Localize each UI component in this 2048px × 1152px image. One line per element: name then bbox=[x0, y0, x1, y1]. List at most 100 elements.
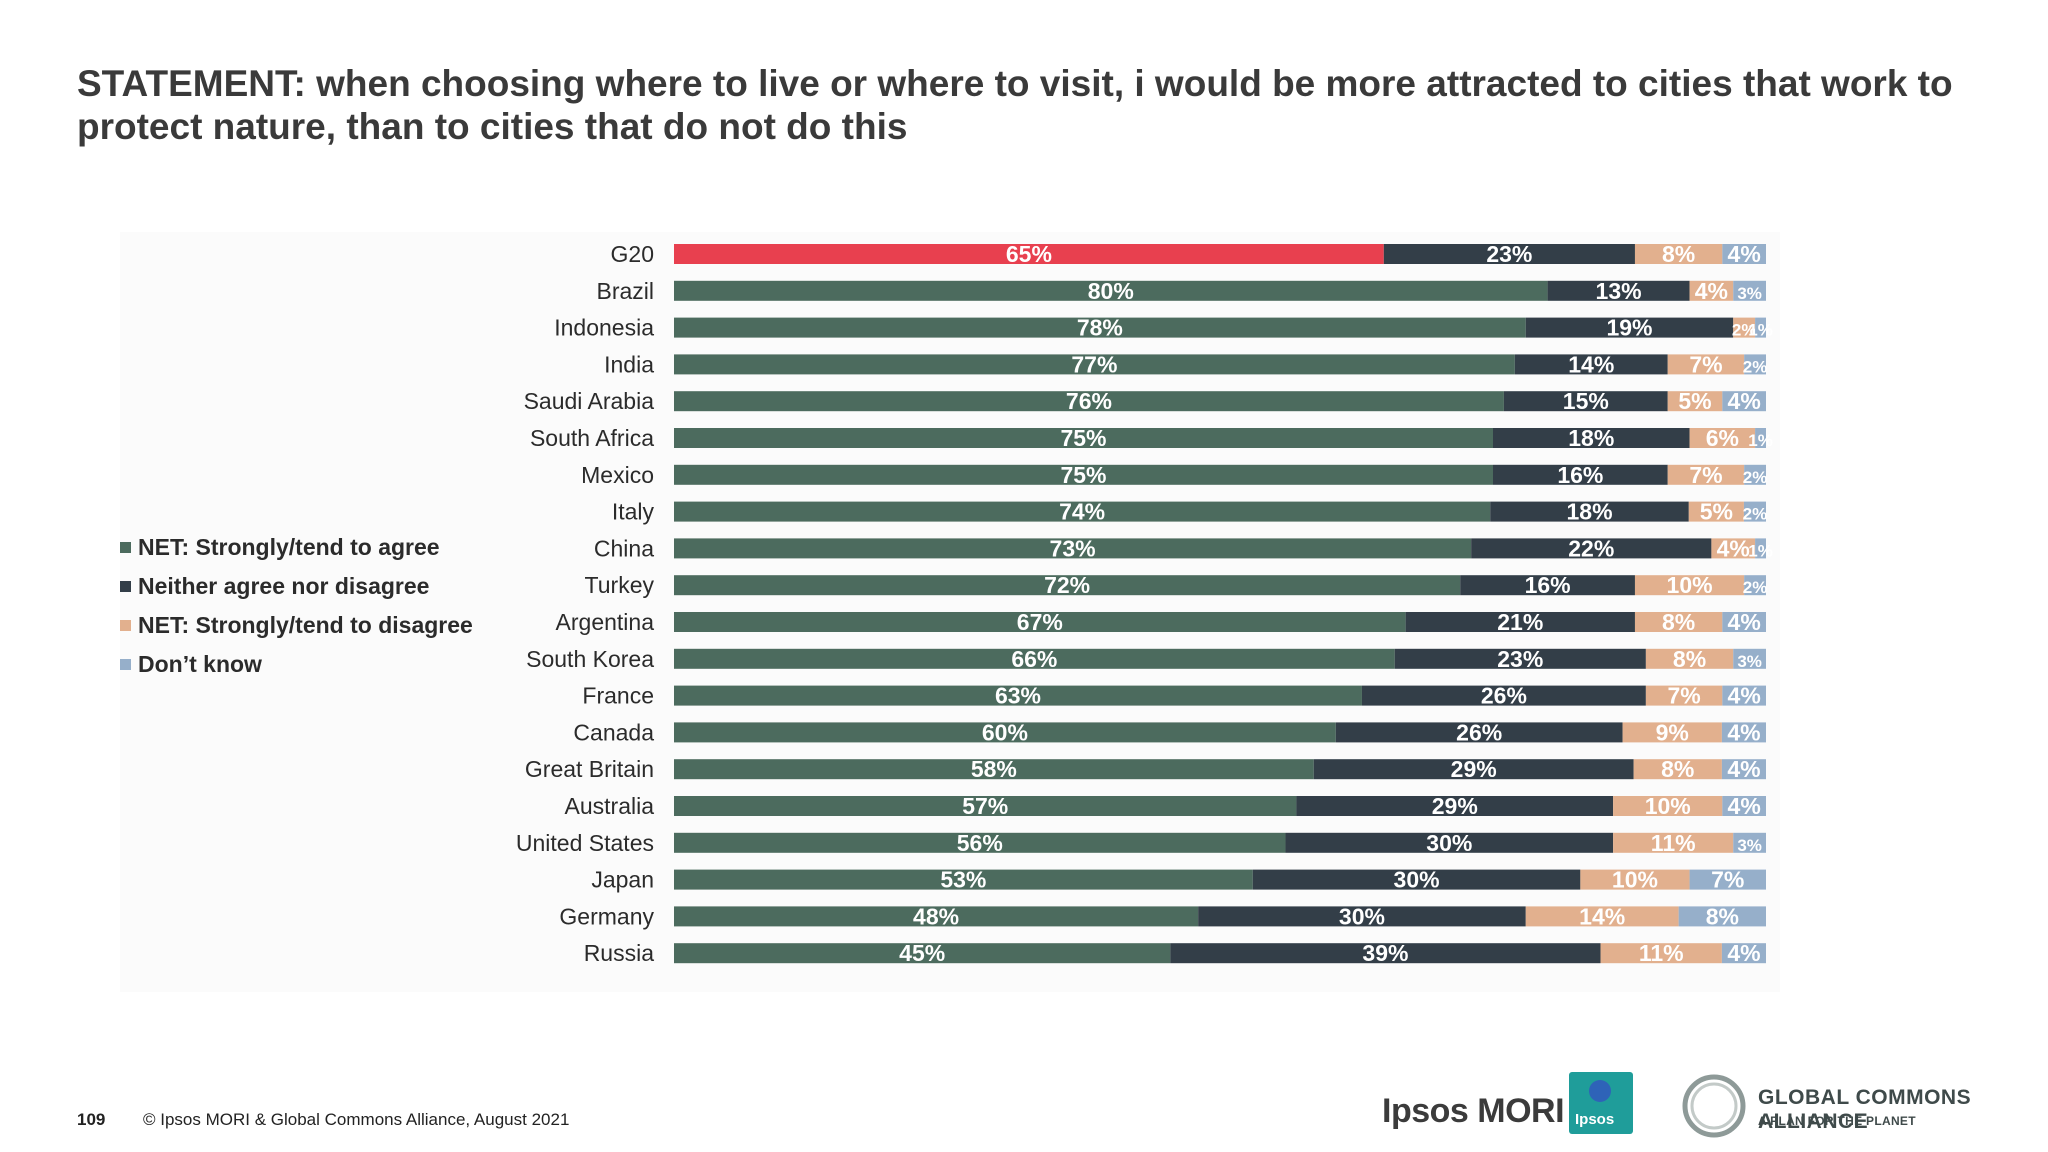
data-label-brazil-series-3: 3% bbox=[1737, 284, 1762, 303]
bar-mexico-series-1 bbox=[1493, 464, 1668, 485]
bar-japan-series-1 bbox=[1252, 869, 1581, 890]
data-label-germany-series-0: 48% bbox=[913, 903, 959, 929]
data-label-saudi-arabia-series-2: 5% bbox=[1678, 388, 1711, 414]
data-label-japan-series-1: 30% bbox=[1394, 867, 1440, 893]
data-label-canada-series-3: 4% bbox=[1727, 719, 1760, 745]
legend-swatch bbox=[120, 581, 131, 592]
bar-argentina-series-3 bbox=[1722, 612, 1766, 632]
gca-logo-name: GLOBAL COMMONS ALLIANCE bbox=[1758, 1086, 1972, 1133]
data-label-argentina-series-2: 8% bbox=[1662, 609, 1695, 635]
bar-france-series-3 bbox=[1722, 685, 1766, 706]
bar-germany-series-3 bbox=[1678, 906, 1766, 927]
bar-south-africa-series-0 bbox=[674, 428, 1493, 448]
bar-india-series-1 bbox=[1514, 354, 1668, 375]
ipsos-mori-logo: Ipsos MORI bbox=[1382, 1092, 1565, 1130]
bar-france-series-1 bbox=[1361, 685, 1646, 706]
category-label-india: India bbox=[604, 351, 654, 377]
data-label-germany-series-1: 30% bbox=[1339, 903, 1385, 929]
bar-brazil-series-1 bbox=[1547, 280, 1690, 301]
category-label-argentina: Argentina bbox=[556, 609, 655, 635]
bar-india-series-2 bbox=[1667, 354, 1745, 375]
data-label-australia-series-1: 29% bbox=[1432, 793, 1478, 819]
bar-canada-series-3 bbox=[1721, 722, 1766, 743]
bar-italy-series-0 bbox=[674, 501, 1491, 522]
data-label-italy-series-2: 5% bbox=[1700, 499, 1733, 525]
data-label-indonesia-series-1: 19% bbox=[1606, 315, 1652, 341]
bar-australia-series-2 bbox=[1613, 796, 1723, 816]
bar-argentina-series-2 bbox=[1634, 612, 1723, 632]
data-label-russia-series-3: 4% bbox=[1727, 940, 1760, 966]
bar-australia-series-3 bbox=[1722, 796, 1766, 816]
data-label-canada-series-2: 9% bbox=[1656, 719, 1689, 745]
legend-swatch bbox=[120, 659, 131, 670]
data-label-japan-series-3: 7% bbox=[1711, 867, 1744, 893]
legend-item-neither-agree-nor-disagree: Neither agree nor disagree bbox=[120, 567, 473, 606]
category-label-russia: Russia bbox=[584, 940, 655, 966]
data-label-great-britain-series-1: 29% bbox=[1451, 756, 1497, 782]
bar-canada-series-1 bbox=[1335, 722, 1623, 743]
bar-russia-series-1 bbox=[1170, 943, 1601, 964]
bar-france-series-0 bbox=[674, 685, 1362, 706]
ipsos-mark-icon bbox=[1589, 1080, 1611, 1102]
bar-australia-series-1 bbox=[1296, 796, 1614, 816]
gca-logo-tagline: A PLAN FOR THE PLANET bbox=[1758, 1114, 1916, 1128]
category-label-germany: Germany bbox=[559, 903, 654, 929]
data-label-south-korea-series-1: 23% bbox=[1497, 646, 1543, 672]
category-label-south-africa: South Africa bbox=[530, 425, 654, 451]
bar-germany-series-0 bbox=[674, 906, 1199, 927]
data-label-india-series-3: 2% bbox=[1743, 357, 1768, 376]
bar-russia-series-0 bbox=[674, 943, 1171, 964]
data-label-argentina-series-0: 67% bbox=[1017, 609, 1063, 635]
bar-australia-series-0 bbox=[674, 796, 1297, 816]
data-label-turkey-series-0: 72% bbox=[1044, 572, 1090, 598]
data-label-south-africa-series-1: 18% bbox=[1568, 425, 1614, 451]
data-label-canada-series-0: 60% bbox=[982, 719, 1028, 745]
data-label-indonesia-series-3: 1% bbox=[1748, 321, 1773, 340]
data-label-russia-series-0: 45% bbox=[899, 940, 945, 966]
data-label-china-series-3: 1% bbox=[1748, 541, 1773, 560]
data-label-germany-series-3: 8% bbox=[1706, 903, 1739, 929]
data-label-turkey-series-2: 10% bbox=[1667, 572, 1713, 598]
data-label-turkey-series-3: 2% bbox=[1743, 578, 1768, 597]
data-label-argentina-series-1: 21% bbox=[1497, 609, 1543, 635]
data-label-g20-series-1: 23% bbox=[1486, 241, 1532, 267]
legend-item-don-t-know: Don’t know bbox=[120, 645, 473, 684]
data-label-india-series-0: 77% bbox=[1071, 351, 1117, 377]
data-label-mexico-series-1: 16% bbox=[1557, 462, 1603, 488]
bar-great-britain-series-3 bbox=[1721, 759, 1766, 780]
data-label-south-korea-series-3: 3% bbox=[1737, 652, 1762, 671]
bar-indonesia-series-2 bbox=[1733, 317, 1756, 338]
bar-united-states-series-1 bbox=[1285, 832, 1614, 853]
bar-france-series-2 bbox=[1645, 685, 1723, 706]
bar-canada-series-2 bbox=[1622, 722, 1722, 743]
bar-canada-series-0 bbox=[674, 722, 1336, 743]
data-label-russia-series-1: 39% bbox=[1362, 940, 1408, 966]
bar-indonesia-series-0 bbox=[674, 317, 1526, 338]
data-label-japan-series-2: 10% bbox=[1612, 867, 1658, 893]
bar-south-africa-series-1 bbox=[1493, 428, 1690, 448]
data-label-china-series-2: 4% bbox=[1717, 535, 1750, 561]
bar-argentina-series-0 bbox=[674, 612, 1406, 632]
data-label-turkey-series-1: 16% bbox=[1525, 572, 1571, 598]
category-label-australia: Australia bbox=[565, 793, 655, 819]
legend-swatch bbox=[120, 542, 131, 553]
legend-label: NET: Strongly/tend to disagree bbox=[138, 612, 473, 638]
category-label-canada: Canada bbox=[573, 719, 654, 745]
data-label-south-korea-series-2: 8% bbox=[1673, 646, 1706, 672]
category-label-italy: Italy bbox=[612, 499, 655, 525]
category-label-united-states: United States bbox=[516, 830, 654, 856]
data-label-great-britain-series-0: 58% bbox=[971, 756, 1017, 782]
category-label-france: France bbox=[582, 683, 654, 709]
data-label-indonesia-series-0: 78% bbox=[1077, 315, 1123, 341]
bar-g20-series-0 bbox=[674, 244, 1384, 264]
data-label-united-states-series-0: 56% bbox=[957, 830, 1003, 856]
bar-china-series-0 bbox=[674, 538, 1472, 559]
data-label-mexico-series-2: 7% bbox=[1689, 462, 1722, 488]
bar-united-states-series-3 bbox=[1733, 832, 1766, 853]
data-label-canada-series-1: 26% bbox=[1456, 719, 1502, 745]
category-label-great-britain: Great Britain bbox=[525, 756, 654, 782]
category-label-japan: Japan bbox=[591, 867, 654, 893]
data-label-argentina-series-3: 4% bbox=[1728, 609, 1761, 635]
data-label-saudi-arabia-series-3: 4% bbox=[1728, 388, 1761, 414]
data-label-united-states-series-2: 11% bbox=[1651, 830, 1696, 856]
